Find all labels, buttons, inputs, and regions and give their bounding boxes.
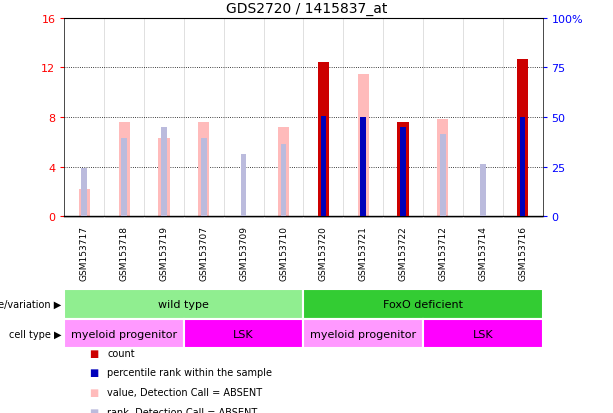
Text: GSM153718: GSM153718	[120, 225, 129, 280]
Bar	[397, 123, 409, 217]
Text: GSM153722: GSM153722	[398, 225, 408, 280]
Bar	[400, 134, 406, 217]
Bar	[118, 123, 130, 217]
Text: count: count	[107, 348, 135, 358]
Text: value, Detection Call = ABSENT: value, Detection Call = ABSENT	[107, 387, 262, 397]
Text: GSM153707: GSM153707	[199, 225, 208, 280]
Text: GSM153709: GSM153709	[239, 225, 248, 280]
Text: GSM153710: GSM153710	[279, 225, 288, 280]
Text: ■: ■	[89, 348, 98, 358]
Bar	[423, 319, 543, 349]
Bar	[440, 135, 446, 217]
Bar	[241, 155, 246, 217]
Text: LSK: LSK	[473, 329, 493, 339]
Text: GSM153720: GSM153720	[319, 225, 328, 280]
Text: genotype/variation ▶: genotype/variation ▶	[0, 299, 61, 309]
Bar	[78, 190, 90, 217]
Text: percentile rank within the sample: percentile rank within the sample	[107, 368, 272, 377]
Text: myeloid progenitor: myeloid progenitor	[310, 329, 416, 339]
Text: cell type ▶: cell type ▶	[9, 329, 61, 339]
Text: rank, Detection Call = ABSENT: rank, Detection Call = ABSENT	[107, 407, 257, 413]
Bar	[198, 123, 210, 217]
Bar	[400, 128, 406, 217]
Bar	[161, 128, 167, 217]
Bar	[360, 119, 366, 217]
Bar	[321, 116, 326, 217]
Text: ■: ■	[89, 368, 98, 377]
Text: GSM153719: GSM153719	[159, 225, 169, 280]
Bar	[82, 169, 87, 217]
Text: GSM153714: GSM153714	[478, 225, 487, 280]
Text: wild type: wild type	[159, 299, 209, 309]
Bar	[281, 145, 286, 217]
Text: ■: ■	[89, 387, 98, 397]
Bar	[303, 289, 543, 319]
Text: GSM153716: GSM153716	[518, 225, 527, 280]
Text: GSM153712: GSM153712	[438, 225, 447, 280]
Text: ■: ■	[89, 407, 98, 413]
Bar	[520, 118, 525, 217]
Bar	[64, 289, 303, 319]
Bar	[278, 128, 289, 217]
Bar	[201, 139, 207, 217]
Text: myeloid progenitor: myeloid progenitor	[71, 329, 177, 339]
Bar	[64, 319, 184, 349]
Bar	[480, 165, 485, 217]
Text: GSM153721: GSM153721	[359, 225, 368, 280]
Bar	[303, 319, 423, 349]
Bar	[318, 63, 329, 217]
Bar	[121, 139, 127, 217]
Bar	[360, 118, 366, 217]
Text: FoxO deficient: FoxO deficient	[383, 299, 463, 309]
Bar	[357, 74, 369, 217]
Text: GDS2720 / 1415837_at: GDS2720 / 1415837_at	[226, 2, 387, 16]
Bar	[517, 59, 528, 217]
Text: LSK: LSK	[234, 329, 254, 339]
Bar	[184, 319, 303, 349]
Text: GSM153717: GSM153717	[80, 225, 89, 280]
Bar	[437, 120, 449, 217]
Bar	[158, 139, 170, 217]
